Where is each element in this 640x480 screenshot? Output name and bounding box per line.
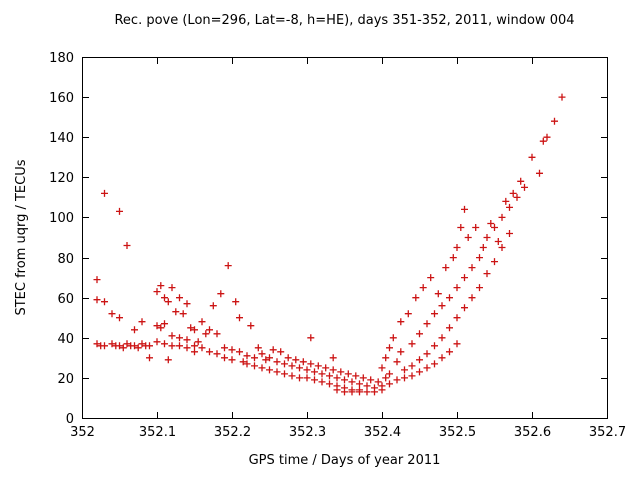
y-tick-label: 0 bbox=[66, 412, 74, 427]
x-tick-label: 352.2 bbox=[214, 425, 251, 440]
plot-border bbox=[82, 57, 608, 419]
axis-ticks bbox=[82, 57, 608, 419]
x-tick-label: 352 bbox=[70, 425, 95, 440]
y-tick-label: 100 bbox=[49, 211, 74, 226]
x-axis-label: GPS time / Days of year 2011 bbox=[248, 453, 441, 468]
y-tick-label: 20 bbox=[57, 372, 74, 387]
x-tick-label: 352.5 bbox=[439, 425, 476, 440]
y-tick-label: 120 bbox=[49, 171, 74, 186]
x-tick-label: 352.1 bbox=[139, 425, 176, 440]
y-axis-label: STEC from uqrg / TECUs bbox=[14, 159, 29, 316]
y-tick-label: 140 bbox=[49, 131, 74, 146]
y-tick-label: 40 bbox=[57, 332, 74, 347]
chart-title: Rec. pove (Lon=296, Lat=-8, h=HE), days … bbox=[114, 13, 575, 28]
x-tick-label: 352.3 bbox=[289, 425, 326, 440]
y-tick-label: 160 bbox=[49, 91, 74, 106]
y-tick-label: 60 bbox=[57, 292, 74, 307]
x-tick-label: 352.7 bbox=[589, 425, 626, 440]
x-tick-label: 352.6 bbox=[514, 425, 551, 440]
x-tick-label: 352.4 bbox=[364, 425, 401, 440]
y-tick-label: 80 bbox=[57, 252, 74, 267]
scatter-points bbox=[93, 93, 566, 396]
y-tick-label: 180 bbox=[49, 51, 74, 66]
